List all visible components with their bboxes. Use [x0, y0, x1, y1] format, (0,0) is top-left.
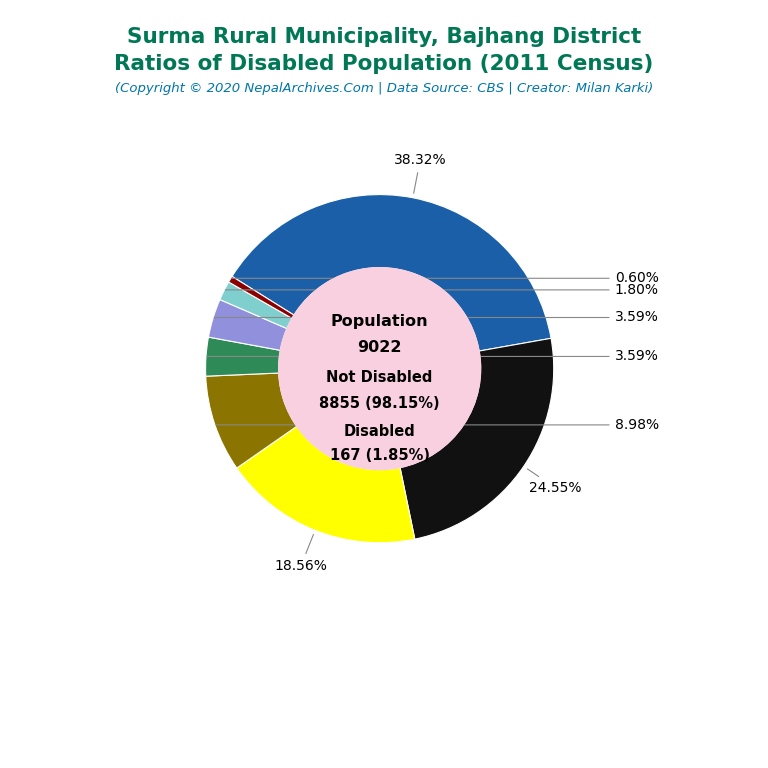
Wedge shape: [232, 194, 551, 351]
Text: 3.59%: 3.59%: [214, 310, 658, 325]
Text: 9022: 9022: [357, 340, 402, 356]
Text: Population: Population: [331, 314, 429, 329]
Text: 1.80%: 1.80%: [225, 283, 659, 297]
Text: Not Disabled: Not Disabled: [326, 370, 433, 385]
Text: 8855 (98.15%): 8855 (98.15%): [319, 396, 440, 411]
Text: (Copyright © 2020 NepalArchives.Com | Data Source: CBS | Creator: Milan Karki): (Copyright © 2020 NepalArchives.Com | Da…: [115, 82, 653, 95]
Wedge shape: [206, 373, 296, 468]
Text: 8.98%: 8.98%: [216, 418, 659, 432]
Text: Surma Rural Municipality, Bajhang District: Surma Rural Municipality, Bajhang Distri…: [127, 27, 641, 47]
Text: 18.56%: 18.56%: [274, 535, 327, 573]
Circle shape: [279, 268, 481, 469]
Wedge shape: [400, 338, 554, 539]
Wedge shape: [229, 276, 294, 319]
Text: 167 (1.85%): 167 (1.85%): [329, 449, 429, 463]
Text: Ratios of Disabled Population (2011 Census): Ratios of Disabled Population (2011 Cens…: [114, 54, 654, 74]
Wedge shape: [206, 337, 280, 376]
Text: 3.59%: 3.59%: [207, 349, 658, 363]
Wedge shape: [220, 282, 292, 329]
Wedge shape: [237, 426, 415, 543]
Text: 0.60%: 0.60%: [232, 271, 658, 285]
Text: 24.55%: 24.55%: [528, 469, 581, 495]
Text: Disabled: Disabled: [344, 424, 415, 439]
Wedge shape: [208, 300, 287, 350]
Text: 38.32%: 38.32%: [394, 153, 446, 194]
